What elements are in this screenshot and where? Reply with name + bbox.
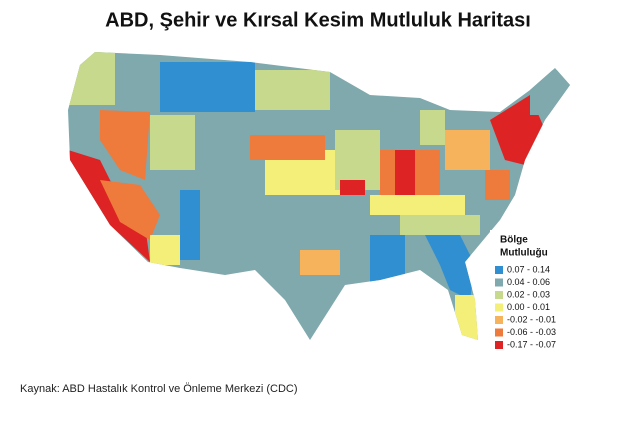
region — [370, 195, 465, 215]
region — [340, 180, 365, 195]
region — [395, 150, 415, 195]
region — [100, 180, 160, 240]
title: ABD, Şehir ve Kırsal Kesim Mutluluk Hari… — [105, 9, 531, 31]
region — [445, 130, 490, 170]
legend-label: 0.00 - 0.01 — [507, 302, 550, 312]
region — [160, 62, 255, 112]
region — [425, 235, 475, 300]
region — [150, 115, 195, 170]
legend-label: 0.07 - 0.14 — [507, 264, 550, 274]
region — [300, 250, 340, 275]
region — [68, 150, 150, 262]
legend-swatch — [495, 341, 503, 349]
legend-swatch — [495, 303, 503, 312]
legend-label: 0.02 - 0.03 — [507, 289, 550, 299]
legend-label: -0.02 - -0.01 — [507, 314, 556, 324]
legend-label: -0.17 - -0.07 — [507, 339, 556, 349]
legend-title: Mutluluğu — [500, 248, 548, 259]
region — [485, 170, 510, 200]
legend-swatch — [495, 328, 503, 337]
region — [420, 110, 445, 145]
legend-swatch — [495, 266, 503, 274]
region — [100, 110, 150, 180]
legend: Bölge Mutluluğu 0.07 - 0.14 0.04 - 0.06 0.02… — [495, 235, 556, 349]
legend-box — [490, 230, 572, 350]
region — [255, 70, 330, 110]
legend-label: 0.04 - 0.06 — [507, 277, 550, 287]
region — [400, 215, 480, 235]
legend-label: -0.06 - -0.03 — [507, 327, 556, 337]
legend-swatch — [495, 291, 503, 299]
region — [150, 235, 180, 265]
region — [180, 190, 200, 260]
legend-swatch — [495, 278, 503, 287]
legend-title: Bölge — [500, 235, 528, 246]
source: Kaynak: ABD Hastalık Kontrol ve Önleme M… — [20, 383, 298, 395]
region — [250, 135, 325, 160]
legend-swatch — [495, 316, 503, 324]
